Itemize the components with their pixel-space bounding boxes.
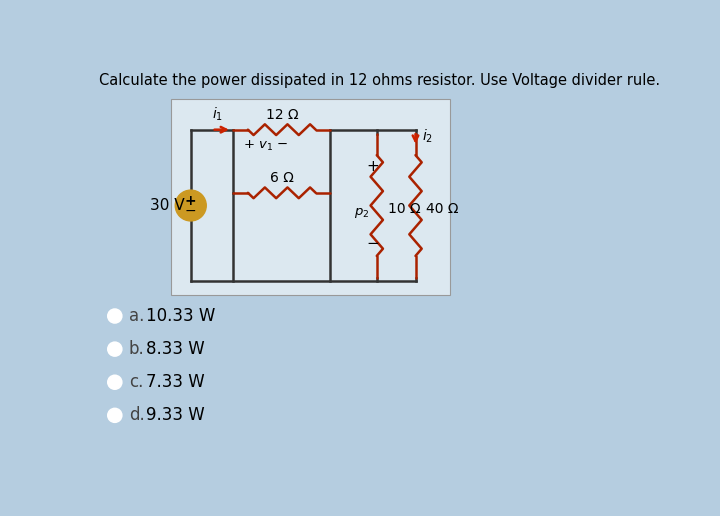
Bar <box>171 99 451 295</box>
Text: $i_2$: $i_2$ <box>422 127 433 145</box>
Text: +: + <box>185 194 197 208</box>
Text: $p_2$: $p_2$ <box>354 206 369 220</box>
Text: d.: d. <box>129 407 145 424</box>
Text: c.: c. <box>129 373 143 391</box>
Circle shape <box>108 409 122 422</box>
Circle shape <box>108 342 122 356</box>
Circle shape <box>108 309 122 323</box>
Text: Calculate the power dissipated in 12 ohms resistor. Use Voltage divider rule.: Calculate the power dissipated in 12 ohm… <box>99 73 660 88</box>
Text: 12 Ω: 12 Ω <box>266 108 298 122</box>
Text: 30 V: 30 V <box>150 198 184 213</box>
Text: 7.33 W: 7.33 W <box>145 373 204 391</box>
Text: 6 Ω: 6 Ω <box>270 171 294 185</box>
Text: 10 Ω: 10 Ω <box>387 202 420 216</box>
Circle shape <box>108 375 122 389</box>
Text: +: + <box>366 159 379 174</box>
Text: + $v_1$ −: + $v_1$ − <box>243 139 288 153</box>
Text: $i_1$: $i_1$ <box>212 106 222 123</box>
Circle shape <box>175 190 206 221</box>
Text: b.: b. <box>129 340 145 358</box>
Text: 9.33 W: 9.33 W <box>145 407 204 424</box>
Text: −: − <box>185 204 197 218</box>
Text: −: − <box>366 236 379 251</box>
Text: 8.33 W: 8.33 W <box>145 340 204 358</box>
Text: 40 Ω: 40 Ω <box>426 202 459 216</box>
Text: 10.33 W: 10.33 W <box>145 307 215 325</box>
Text: a.: a. <box>129 307 144 325</box>
